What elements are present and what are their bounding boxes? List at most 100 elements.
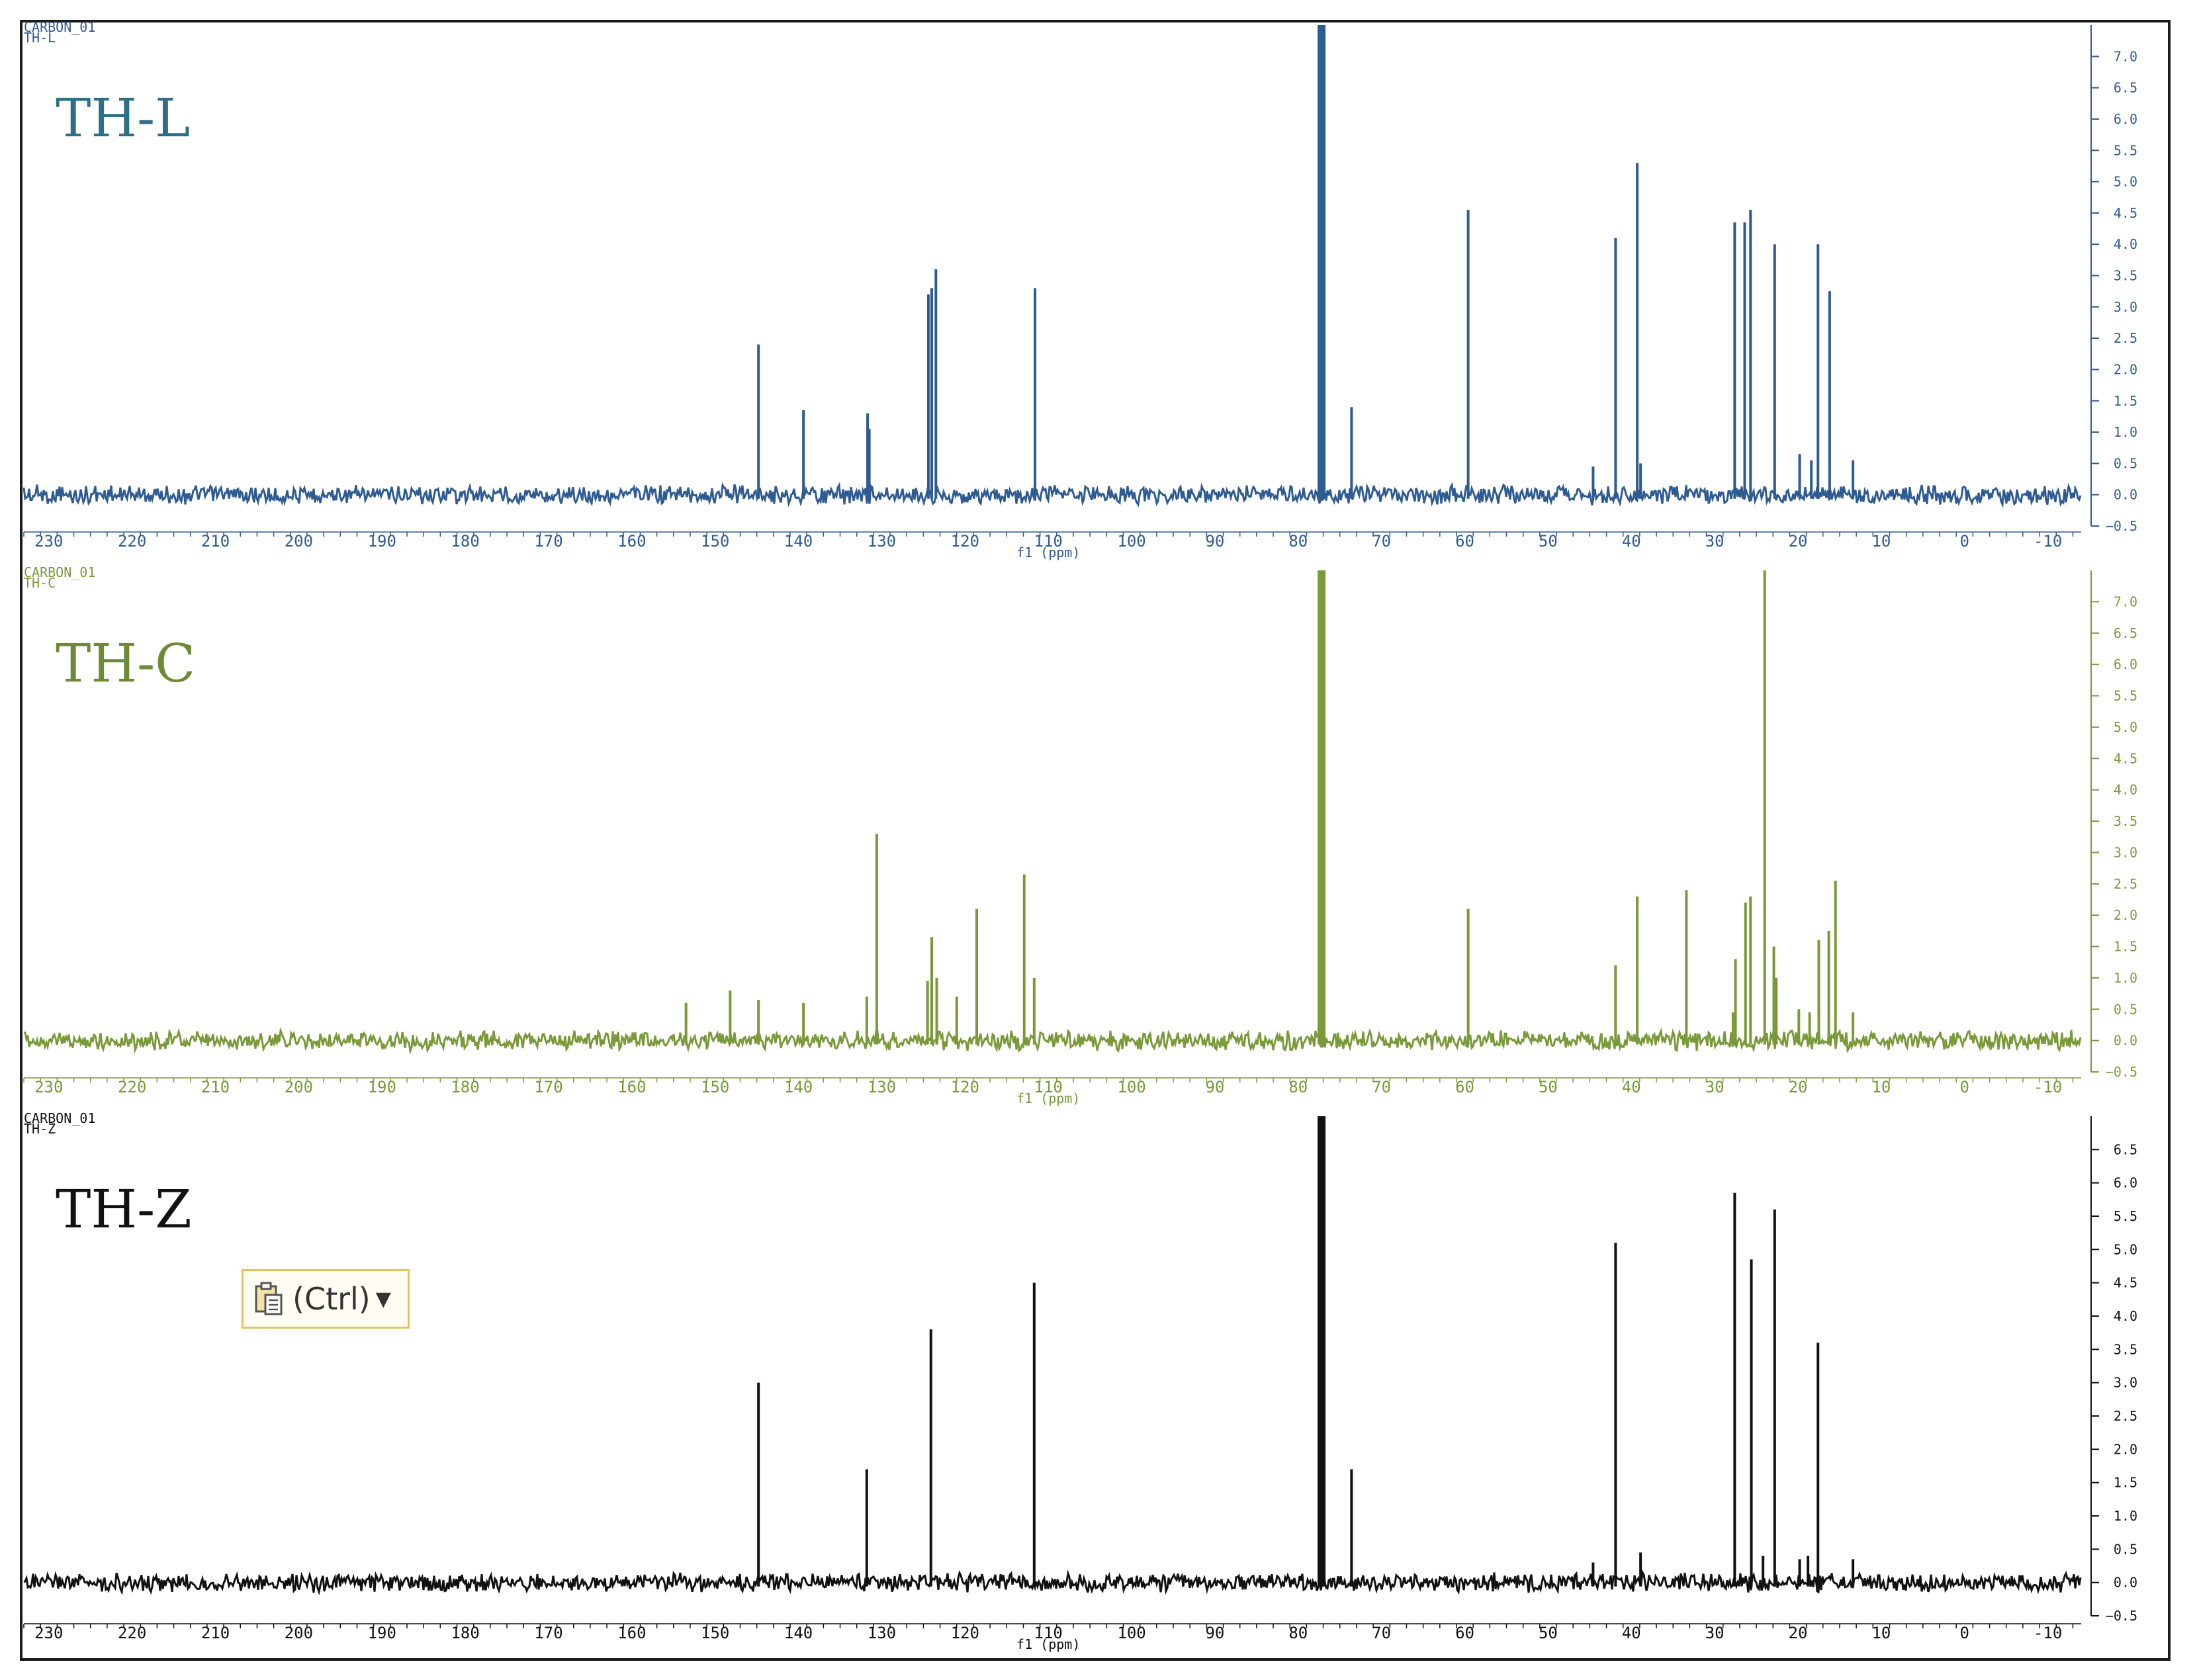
y-tick-label: 1.0 — [2114, 1508, 2137, 1524]
y-tick-label: 3.5 — [2114, 813, 2137, 829]
x-tick-label: 210 — [201, 1078, 230, 1096]
x-tick-label: 80 — [1288, 1078, 1308, 1096]
y-tick-label: 6.0 — [2114, 111, 2137, 127]
y-tick-label: 0.0 — [2114, 1033, 2137, 1049]
x-tick-label: 0 — [1960, 1078, 1969, 1096]
y-tick-label: 3.5 — [2114, 1341, 2137, 1357]
y-tick-label: 4.0 — [2114, 236, 2137, 252]
x-tick-label: 60 — [1455, 532, 1474, 551]
x-tick-label: -10 — [2034, 1078, 2062, 1096]
x-tick-label: 100 — [1117, 1624, 1145, 1642]
x-tick-label: 200 — [285, 532, 313, 551]
x-tick-label: 70 — [1372, 1624, 1391, 1642]
y-tick-label: 2.5 — [2114, 330, 2137, 346]
x-tick-label: 110 — [1034, 1624, 1063, 1642]
paste-options-label: (Ctrl) — [292, 1281, 371, 1317]
spectrum-title: TH-C — [56, 633, 195, 694]
x-tick-label: 220 — [118, 1624, 146, 1642]
y-tick-label: 2.0 — [2114, 1441, 2137, 1457]
x-tick-label: 150 — [701, 1078, 729, 1096]
y-tick-label: 6.0 — [2114, 1175, 2137, 1191]
y-tick-label: 5.0 — [2114, 174, 2137, 190]
x-tick-label: 10 — [1871, 532, 1891, 551]
y-tick-label: 0.0 — [2114, 1575, 2137, 1591]
y-tick-label: 1.5 — [2114, 939, 2137, 955]
y-tick-label: 7.0 — [2114, 48, 2137, 64]
x-tick-label: 120 — [951, 1624, 979, 1642]
y-tick-label: 5.5 — [2114, 688, 2137, 704]
x-tick-label: 160 — [617, 1078, 646, 1096]
x-tick-label: 20 — [1789, 532, 1808, 551]
y-tick-label: 1.5 — [2114, 1475, 2137, 1491]
baseline-noise — [23, 1569, 2082, 1596]
y-tick-label: 3.0 — [2114, 844, 2137, 860]
x-tick-label: 10 — [1871, 1624, 1891, 1642]
x-tick-label: 190 — [368, 1078, 396, 1096]
clipboard-icon — [255, 1282, 283, 1315]
x-tick-label: 140 — [784, 1078, 813, 1096]
y-tick-label: 3.0 — [2114, 299, 2137, 315]
x-tick-label: 190 — [368, 1624, 396, 1642]
x-tick-label: 180 — [451, 1624, 479, 1642]
x-tick-label: 50 — [1539, 1624, 1558, 1642]
x-tick-label: 130 — [868, 1624, 896, 1642]
x-axis-label: f1 (ppm) — [1016, 545, 1080, 560]
y-tick-label: 5.0 — [2114, 719, 2137, 735]
x-tick-label: 90 — [1205, 1624, 1224, 1642]
x-tick-label: 10 — [1871, 1078, 1891, 1096]
x-tick-label: 50 — [1539, 532, 1558, 551]
y-tick-label: 1.0 — [2114, 424, 2137, 440]
spectrum-header-line: TH-Z — [24, 1121, 56, 1137]
x-tick-label: 180 — [451, 532, 479, 551]
dropdown-caret-icon: ▼ — [375, 1287, 391, 1311]
y-tick-label: 2.0 — [2114, 907, 2137, 923]
y-tick-label: 6.5 — [2114, 1141, 2137, 1157]
baseline-noise — [24, 1026, 2082, 1055]
x-tick-label: 80 — [1288, 1624, 1308, 1642]
x-tick-label: 0 — [1960, 1624, 1969, 1642]
x-tick-label: 230 — [34, 532, 63, 551]
spectrum-header-line: TH-L — [24, 30, 56, 46]
y-tick-label: 6.5 — [2114, 80, 2137, 96]
y-tick-label: −0.5 — [2106, 1608, 2137, 1624]
spectrum-panel-th-z: CARBON_01TH-ZTH-Z6.56.05.55.04.54.03.53.… — [23, 1110, 2137, 1652]
x-tick-label: 140 — [784, 532, 813, 551]
y-tick-label: 1.0 — [2114, 970, 2137, 986]
y-tick-label: 3.0 — [2114, 1375, 2137, 1391]
x-tick-label: 230 — [34, 1078, 63, 1096]
x-tick-label: 170 — [534, 1624, 562, 1642]
x-tick-label: 30 — [1705, 1078, 1725, 1096]
x-axis-label: f1 (ppm) — [1016, 1636, 1080, 1652]
y-tick-label: 6.0 — [2114, 656, 2137, 672]
x-tick-label: 40 — [1622, 532, 1641, 551]
x-tick-label: 170 — [534, 1078, 562, 1096]
x-tick-label: 180 — [451, 1078, 479, 1096]
baseline-noise — [22, 482, 2082, 508]
x-tick-label: -10 — [2034, 532, 2062, 551]
x-tick-label: 90 — [1205, 1078, 1224, 1096]
x-tick-label: 150 — [701, 1624, 729, 1642]
x-tick-label: 0 — [1960, 532, 1969, 551]
y-tick-label: 2.5 — [2114, 876, 2137, 892]
spectrum-title: TH-L — [56, 87, 190, 149]
x-tick-label: 60 — [1455, 1624, 1474, 1642]
x-tick-label: 200 — [285, 1624, 313, 1642]
x-tick-label: 140 — [784, 1624, 813, 1642]
spectrum-header-line: TH-C — [24, 575, 56, 591]
x-tick-label: 160 — [617, 532, 646, 551]
y-tick-label: 5.0 — [2114, 1241, 2137, 1257]
x-tick-label: 210 — [201, 532, 230, 551]
x-tick-label: 20 — [1789, 1078, 1808, 1096]
x-tick-label: 70 — [1372, 1078, 1391, 1096]
x-tick-label: 30 — [1705, 532, 1725, 551]
y-tick-label: 4.0 — [2114, 782, 2137, 798]
x-tick-label: 230 — [34, 1624, 63, 1642]
x-tick-label: 30 — [1705, 1624, 1725, 1642]
x-tick-label: 90 — [1205, 532, 1224, 551]
paste-options-button[interactable]: (Ctrl) ▼ — [242, 1269, 410, 1329]
y-tick-label: 5.5 — [2114, 1208, 2137, 1224]
spectrum-header-line: CARBON_01 — [24, 1110, 95, 1126]
figure-frame — [20, 20, 2171, 1661]
x-tick-label: 110 — [1034, 532, 1063, 551]
